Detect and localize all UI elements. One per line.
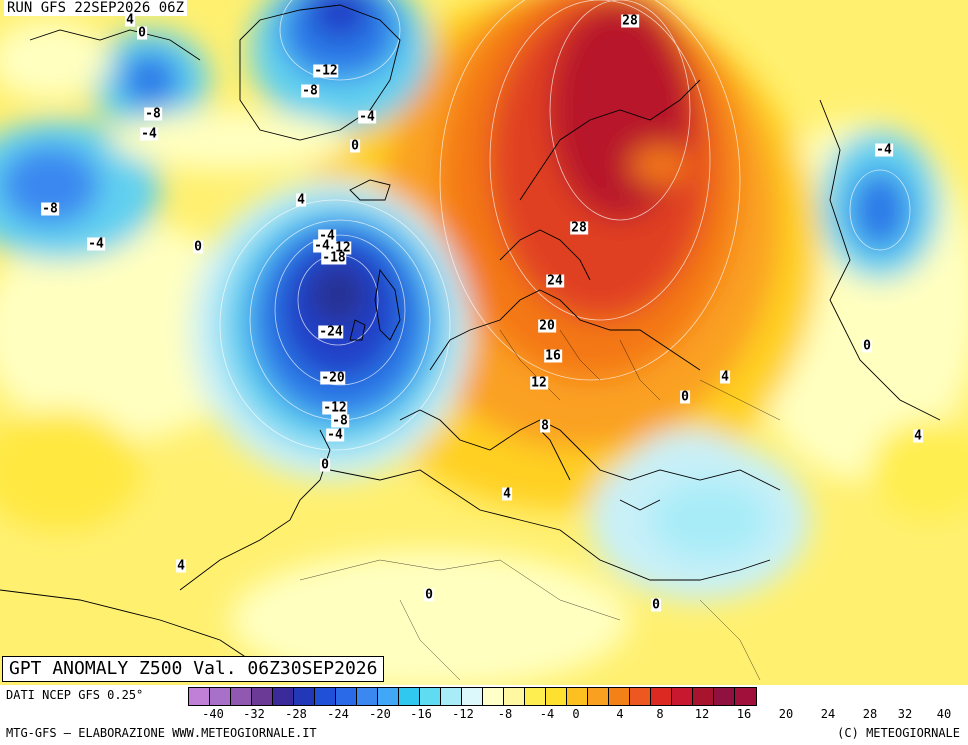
contour-label: 4 xyxy=(502,486,512,502)
contour-label: 0 xyxy=(680,389,690,405)
contour-label: 0 xyxy=(137,25,147,41)
color-swatch xyxy=(231,688,252,705)
contour-label: 28 xyxy=(570,220,588,236)
contour-label: 24 xyxy=(546,273,564,289)
contour-label: -12 xyxy=(326,240,352,256)
color-swatch xyxy=(441,688,462,705)
color-swatch xyxy=(504,688,525,705)
color-swatch xyxy=(693,688,714,705)
contour-label: 0 xyxy=(862,338,872,354)
color-swatch xyxy=(483,688,504,705)
color-swatch xyxy=(735,688,756,705)
contour-label: 20 xyxy=(538,318,556,334)
color-scale-tick: 0 xyxy=(572,707,580,721)
color-swatch xyxy=(525,688,546,705)
color-scale-tick: 4 xyxy=(616,707,624,721)
contour-label: 28 xyxy=(621,13,639,29)
color-scale-tick: -12 xyxy=(452,707,474,721)
contour-label: -12 xyxy=(313,63,339,79)
color-swatch xyxy=(336,688,357,705)
contour-label: 0 xyxy=(651,597,661,613)
color-scale-tick: -28 xyxy=(285,707,307,721)
color-swatch xyxy=(357,688,378,705)
color-swatch xyxy=(315,688,336,705)
color-scale-tick: 16 xyxy=(736,707,752,721)
color-scale-tick: -4 xyxy=(539,707,555,721)
contour-label: -4 xyxy=(87,236,105,252)
color-scale-tick: 32 xyxy=(897,707,913,721)
color-swatch xyxy=(189,688,210,705)
anomaly-field xyxy=(0,0,968,685)
contour-label: -8 xyxy=(144,106,162,122)
color-swatch xyxy=(714,688,735,705)
contour-label: 4 xyxy=(913,428,923,444)
color-swatch xyxy=(462,688,483,705)
coastlines xyxy=(0,4,941,681)
contour-label: 0 xyxy=(193,239,203,255)
color-scale-tick: 24 xyxy=(820,707,836,721)
color-scale xyxy=(188,687,757,706)
contour-label: -4 xyxy=(313,238,331,254)
geopotential-anomaly-map xyxy=(0,0,968,685)
contour-label: 0 xyxy=(350,138,360,154)
color-scale-tick: 20 xyxy=(778,707,794,721)
contour-label: 4 xyxy=(296,192,306,208)
color-swatch xyxy=(609,688,630,705)
contour-label: 4 xyxy=(125,12,135,28)
contour-label: 4 xyxy=(720,369,730,385)
contour-label: -4 xyxy=(358,109,376,125)
color-scale-tick: -24 xyxy=(327,707,349,721)
contour-lines xyxy=(219,0,911,451)
color-swatch xyxy=(651,688,672,705)
color-scale-tick: 40 xyxy=(936,707,952,721)
contour-label: -4 xyxy=(318,228,336,244)
color-swatch xyxy=(567,688,588,705)
color-swatch xyxy=(378,688,399,705)
color-swatch xyxy=(294,688,315,705)
data-source: DATI NCEP GFS 0.25° xyxy=(6,688,144,702)
contour-label: 12 xyxy=(530,375,548,391)
color-swatch xyxy=(420,688,441,705)
contour-label: 0 xyxy=(424,587,434,603)
contour-label: -18 xyxy=(321,250,347,266)
credit-left: MTG-GFS – ELABORAZIONE WWW.METEOGIORNALE… xyxy=(6,726,317,740)
validity-title: GPT ANOMALY Z500 Val. 06Z30SEP2026 xyxy=(2,656,385,682)
contour-label: -4 xyxy=(326,427,344,443)
color-scale-tick: 8 xyxy=(656,707,664,721)
contour-label: -4 xyxy=(140,126,158,142)
contour-label: -8 xyxy=(331,413,349,429)
color-swatch xyxy=(672,688,693,705)
color-scale-tick: -32 xyxy=(243,707,265,721)
color-swatch xyxy=(399,688,420,705)
color-swatch xyxy=(210,688,231,705)
color-scale-tick: -16 xyxy=(410,707,432,721)
contour-label: -20 xyxy=(320,370,346,386)
color-scale-tick: -20 xyxy=(369,707,391,721)
color-swatch xyxy=(252,688,273,705)
contour-label: -8 xyxy=(41,201,59,217)
credit-right: (C) METEOGIORNALE xyxy=(837,726,960,740)
color-swatch xyxy=(630,688,651,705)
color-swatch xyxy=(588,688,609,705)
contour-label: 4 xyxy=(176,558,186,574)
contour-label: -8 xyxy=(301,83,319,99)
color-scale-tick: 12 xyxy=(694,707,710,721)
contour-label: -24 xyxy=(318,324,344,340)
color-swatch xyxy=(273,688,294,705)
contour-label: -4 xyxy=(875,142,893,158)
color-scale-tick: -8 xyxy=(497,707,513,721)
borders xyxy=(299,329,781,681)
contour-label: 16 xyxy=(544,348,562,364)
footer: DATI NCEP GFS 0.25° -40 -32 -28 -24 -20 -16 -1… xyxy=(0,685,968,745)
contour-label: -12 xyxy=(322,400,348,416)
color-swatch xyxy=(546,688,567,705)
color-scale-tick: -40 xyxy=(202,707,224,721)
color-scale-tick: 28 xyxy=(862,707,878,721)
run-title: RUN GFS 22SEP2026 06Z xyxy=(4,0,188,16)
contour-label: 8 xyxy=(540,418,550,434)
contour-label: 0 xyxy=(320,457,330,473)
